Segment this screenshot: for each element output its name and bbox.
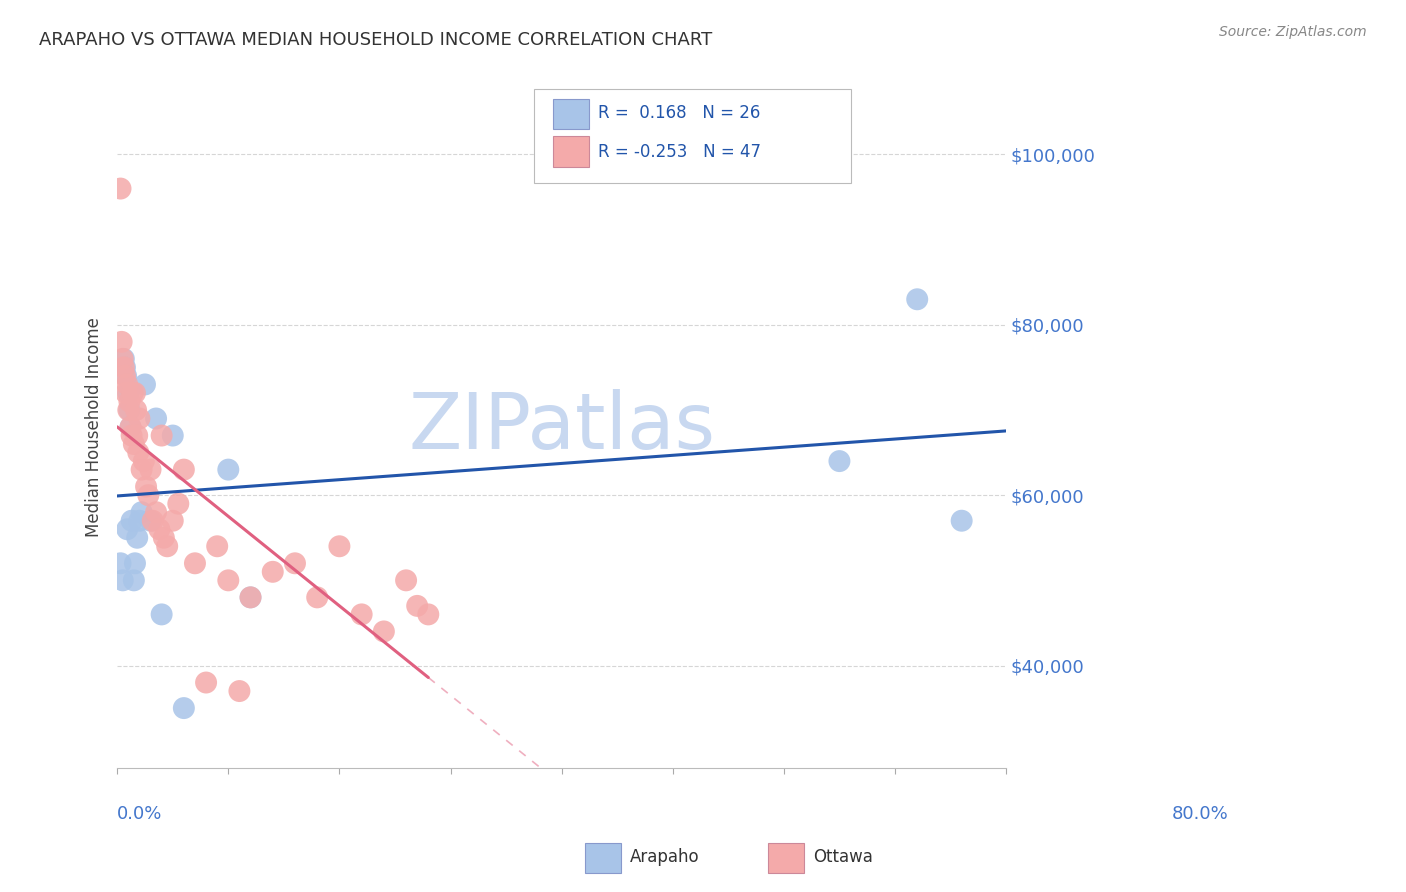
Point (124, 386, 146, 401)
Point (307, 591, 329, 605)
Point (150, 428, 173, 442)
Point (262, 565, 284, 579)
Point (115, 377, 138, 392)
Point (131, 505, 153, 519)
Point (135, 480, 157, 494)
Text: R =  0.168   N = 26: R = 0.168 N = 26 (598, 104, 759, 122)
Point (125, 403, 148, 417)
Point (239, 591, 262, 605)
Point (162, 428, 184, 442)
Text: Ottawa: Ottawa (813, 848, 873, 866)
Point (115, 522, 138, 536)
Point (115, 386, 138, 401)
Point (228, 684, 250, 698)
Point (112, 351, 135, 366)
Point (114, 360, 136, 375)
Point (110, 557, 132, 571)
Text: ARAPAHO VS OTTAWA MEDIAN HOUSEHOLD INCOME CORRELATION CHART: ARAPAHO VS OTTAWA MEDIAN HOUSEHOLD INCOM… (39, 31, 713, 49)
Point (150, 607, 173, 622)
Point (205, 539, 228, 553)
Point (128, 514, 150, 528)
Text: Arapaho: Arapaho (630, 848, 700, 866)
Point (139, 462, 162, 476)
Point (131, 462, 153, 476)
Text: R = -0.253   N = 47: R = -0.253 N = 47 (598, 143, 761, 161)
Point (112, 360, 135, 375)
Point (122, 574, 145, 588)
Point (136, 488, 159, 502)
Point (117, 403, 139, 417)
Point (156, 539, 179, 553)
Point (418, 607, 440, 622)
Point (121, 386, 143, 401)
Point (395, 574, 418, 588)
Point (114, 368, 136, 383)
Point (132, 454, 155, 468)
Point (118, 403, 141, 417)
Point (217, 462, 239, 476)
Point (111, 334, 134, 349)
Point (148, 522, 170, 536)
Point (153, 531, 176, 545)
Point (127, 445, 149, 459)
Point (122, 437, 145, 451)
Point (127, 531, 149, 545)
Point (142, 514, 165, 528)
Point (373, 624, 395, 639)
Point (111, 351, 134, 366)
Point (134, 377, 156, 392)
Text: Source: ZipAtlas.com: Source: ZipAtlas.com (1219, 25, 1367, 39)
Point (120, 420, 142, 434)
Point (284, 557, 307, 571)
Point (217, 574, 239, 588)
Point (162, 514, 184, 528)
Point (905, 293, 928, 307)
Text: 80.0%: 80.0% (1171, 805, 1229, 823)
Point (173, 462, 195, 476)
Text: 0.0%: 0.0% (117, 805, 163, 823)
Y-axis label: Median Household Income: Median Household Income (86, 317, 103, 537)
Point (828, 454, 851, 468)
Point (124, 557, 146, 571)
Text: ZIPatlas: ZIPatlas (408, 389, 716, 465)
Point (121, 428, 143, 442)
Point (145, 505, 167, 519)
Point (145, 411, 167, 425)
Point (110, 181, 132, 195)
Point (121, 514, 143, 528)
Point (406, 599, 429, 613)
Point (117, 386, 139, 401)
Point (184, 557, 207, 571)
Point (111, 574, 134, 588)
Point (950, 514, 973, 528)
Point (127, 428, 149, 442)
Point (239, 591, 262, 605)
Point (128, 411, 150, 425)
Point (328, 539, 350, 553)
Point (120, 420, 142, 434)
Point (350, 607, 373, 622)
Point (115, 368, 138, 383)
Point (118, 394, 141, 409)
Point (139, 514, 162, 528)
Point (167, 497, 190, 511)
Point (195, 675, 218, 690)
Point (173, 701, 195, 715)
